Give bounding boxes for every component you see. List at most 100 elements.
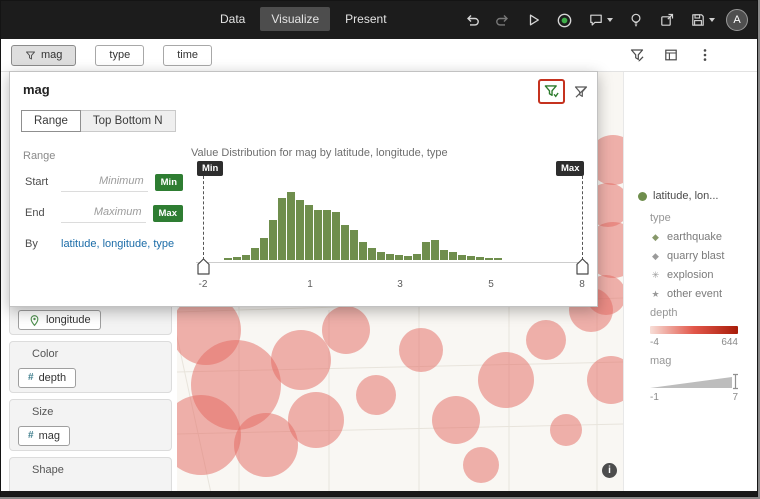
legend-panel: latitude, lon... type ◆ earthquake ◆ qua…: [623, 72, 757, 493]
min-badge-button[interactable]: Min: [154, 173, 183, 191]
histogram-bar: [287, 192, 295, 260]
filter-chip-mag[interactable]: mag: [11, 44, 77, 66]
shape-marker-icon: ✳: [651, 269, 660, 280]
save-menu[interactable]: [689, 12, 715, 29]
histogram-bar: [467, 256, 475, 260]
save-icon: [689, 12, 706, 29]
depth-max: 644: [721, 337, 738, 348]
x-tick: 5: [488, 279, 494, 290]
location-pin-icon: [30, 314, 39, 326]
slider-max-tag: Max: [556, 161, 585, 176]
legend-depth-header: depth: [650, 307, 678, 319]
range-fields: Start Min End Max: [25, 172, 183, 234]
drop-zone-label: Size: [32, 406, 54, 418]
clear-filter-icon[interactable]: [572, 83, 589, 100]
edit-filters-icon[interactable]: [628, 47, 645, 64]
menu-visualize[interactable]: Visualize: [260, 7, 331, 31]
data-blob: [587, 356, 623, 404]
legend-item-label: quarry blast: [667, 250, 725, 262]
menu-present[interactable]: Present: [345, 12, 387, 26]
longitude-pill[interactable]: longitude: [18, 310, 101, 330]
legend-mag-header: mag: [650, 355, 672, 367]
tab-top-bottom-n[interactable]: Top Bottom N: [79, 110, 176, 132]
start-field-row: Start Min: [25, 172, 183, 192]
tab-range[interactable]: Range: [21, 110, 81, 132]
layer-dot-icon: [638, 191, 647, 201]
histogram-bar: [494, 258, 502, 260]
x-tick: 1: [307, 279, 313, 290]
end-label: End: [25, 207, 45, 219]
legend-item-earthquake[interactable]: ◆ earthquake: [650, 231, 751, 243]
histogram-bar: [485, 258, 493, 260]
histogram-bar: [269, 220, 277, 260]
more-options-icon[interactable]: [696, 47, 713, 64]
min-range-line: [203, 176, 204, 260]
max-slider-handle[interactable]: [576, 258, 589, 280]
data-blob: [234, 413, 298, 477]
legend-item-quarry-blast[interactable]: ◆ quarry blast: [650, 250, 751, 262]
color-drop-zone: Color # depth: [9, 341, 172, 393]
auto-apply-data-icon[interactable]: [556, 12, 573, 29]
mag-min: -1: [650, 392, 659, 403]
mag-range: -1 7: [650, 392, 738, 403]
shape-marker-icon: ◆: [652, 250, 659, 261]
legend-item-explosion[interactable]: ✳ explosion: [650, 269, 751, 281]
data-blob: [478, 352, 534, 408]
popup-actions: [538, 79, 589, 104]
filter-chip-time[interactable]: time: [163, 44, 212, 66]
min-slider-handle[interactable]: [197, 258, 210, 280]
topbar-icon-group: [463, 1, 715, 39]
histogram-bar: [395, 255, 403, 260]
data-blob: [526, 320, 566, 360]
popup-title: mag: [23, 82, 50, 97]
by-attributes-link[interactable]: latitude, longitude, type: [61, 238, 175, 250]
menu-data[interactable]: Data: [220, 12, 246, 26]
histogram-bar: [278, 198, 286, 260]
user-avatar[interactable]: A: [726, 9, 748, 31]
by-label: By: [25, 238, 38, 250]
histogram-bar: [350, 230, 358, 260]
top-bar: Data Visualize Present: [1, 1, 757, 39]
depth-gradient: [650, 326, 738, 334]
histogram-bar: [314, 210, 322, 260]
start-input[interactable]: [61, 172, 148, 192]
histogram-bar: [233, 257, 241, 260]
x-tick: -2: [198, 279, 208, 290]
size-ramp-triangle-icon: [650, 377, 732, 388]
slider-min-tag: Min: [197, 161, 224, 176]
insights-lightbulb-icon[interactable]: [627, 12, 644, 29]
layer-label: latitude, lon...: [653, 190, 719, 202]
mag-pill[interactable]: # mag: [18, 425, 70, 446]
legend-layer[interactable]: latitude, lon...: [638, 190, 751, 202]
histogram-bar: [341, 225, 349, 260]
pill-label: longitude: [46, 314, 91, 326]
panel-settings-icon[interactable]: [662, 47, 679, 64]
main-menu: Data Visualize Present: [209, 7, 398, 31]
window-bottom-edge: [1, 491, 757, 496]
depth-pill[interactable]: # depth: [18, 367, 77, 388]
comments-menu[interactable]: [587, 12, 613, 29]
preview-icon[interactable]: [525, 12, 542, 29]
legend-item-other-event[interactable]: ★ other event: [650, 288, 751, 300]
histogram-bar: [422, 242, 430, 260]
x-axis-line: [196, 262, 588, 263]
redo-icon[interactable]: [494, 12, 511, 29]
drop-zone-label: Color: [32, 348, 59, 360]
chart-title: Value Distribution for mag by latitude, …: [191, 147, 448, 159]
end-input[interactable]: [61, 203, 146, 223]
size-ramp: [650, 373, 738, 390]
undo-icon[interactable]: [463, 12, 480, 29]
apply-filter-icon[interactable]: [543, 83, 560, 100]
pill-label: depth: [38, 371, 67, 384]
export-window-icon[interactable]: [658, 12, 675, 29]
histogram-bar: [404, 256, 412, 260]
histogram-bar: [386, 254, 394, 260]
filter-chip-type[interactable]: type: [95, 44, 145, 66]
data-blob: [463, 447, 499, 483]
max-badge-button[interactable]: Max: [152, 204, 183, 222]
histogram-bar: [476, 257, 484, 260]
histogram-bar: [377, 252, 385, 260]
caret-down-icon: [607, 18, 613, 22]
info-icon[interactable]: i: [602, 463, 617, 478]
